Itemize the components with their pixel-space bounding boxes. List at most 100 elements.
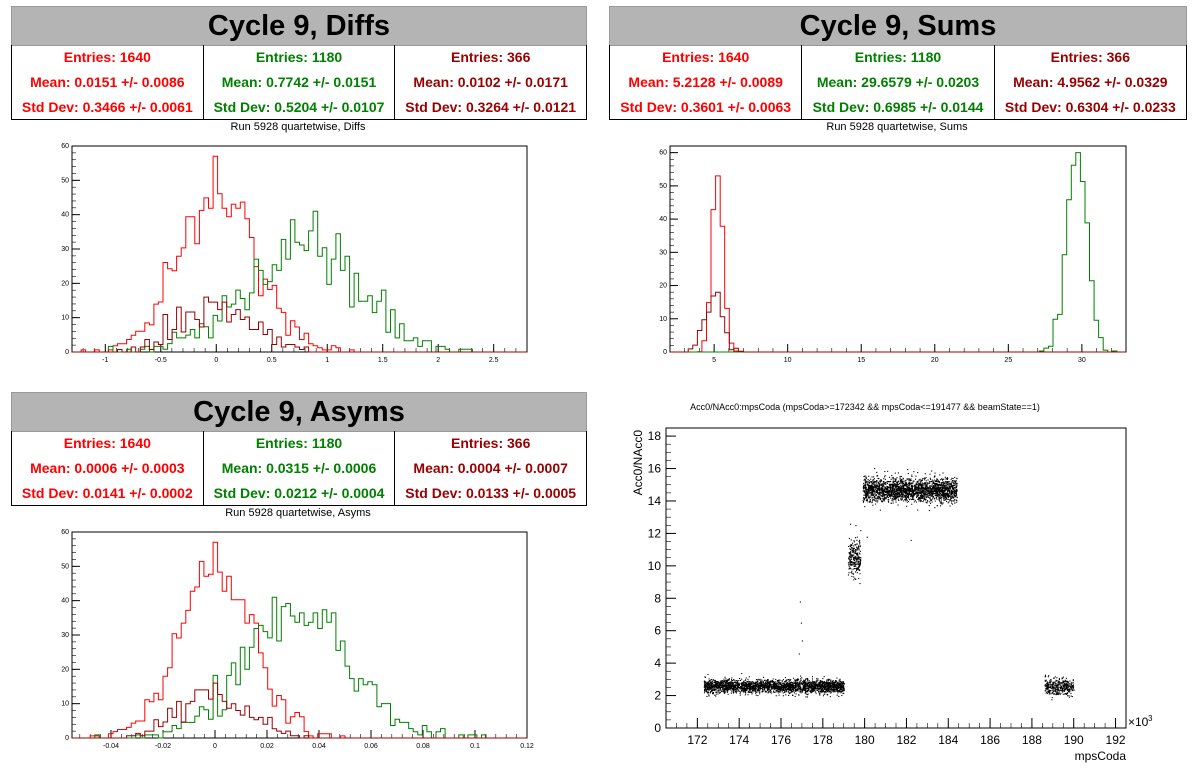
stat-mean: Mean: 5.2128 +/- 0.0089 (628, 74, 783, 90)
stat-entries: Entries: 1640 (662, 49, 750, 65)
scatter-point (798, 653, 800, 655)
stat-mean: Mean: 0.0102 +/- 0.0171 (413, 74, 568, 90)
asyms-subtitle: Run 5928 quartetwise, Asyms (225, 507, 371, 519)
y-tick-label: 0 (65, 735, 69, 742)
y-tick-label: 30 (61, 246, 69, 253)
scatter-points (703, 468, 1075, 701)
x-tick-label: 174 (729, 733, 749, 747)
y-tick-label: 60 (61, 143, 69, 150)
y-tick-label: 60 (659, 150, 667, 157)
sums-histogram: 0 10 20 30 40 50 60 5 10 15 20 25 30 (659, 145, 1127, 364)
y-tick-label: 20 (659, 283, 667, 290)
histogram-series-1 (670, 152, 1126, 353)
y-tick-label: 10 (648, 559, 662, 573)
x-tick-label: -0.5 (155, 357, 167, 364)
stat-std: Std Dev: 0.0141 +/- 0.0002 (21, 485, 193, 501)
x-tick-label: 192 (1106, 733, 1126, 747)
sums-title: Cycle 9, Sums (609, 6, 1187, 46)
scatter-cluster-3 (1044, 674, 1075, 701)
y-tick-label: 60 (61, 529, 69, 536)
scatter-cluster-1 (847, 525, 862, 585)
x-axis-exponent: ×10 (1128, 715, 1149, 729)
y-tick-label: 14 (648, 494, 662, 508)
x-tick-label: 190 (1064, 733, 1084, 747)
asyms-stats-red: Entries: 1640 Mean: 0.0006 +/- 0.0003 St… (12, 431, 204, 505)
x-tick-label: 1.5 (378, 357, 388, 364)
x-tick-label: 5 (712, 357, 716, 364)
y-tick-label: 8 (654, 591, 661, 605)
plot-frame (71, 531, 528, 739)
x-tick-label: 20 (931, 357, 939, 364)
histogram-series-1 (72, 596, 527, 739)
plot-frame (669, 145, 1127, 353)
histogram-series-0 (670, 175, 1126, 353)
stat-std: Std Dev: 0.6985 +/- 0.0144 (812, 99, 984, 115)
y-axis-label: Acc0/NAcc0 (631, 430, 645, 496)
y-tick-label: 0 (663, 349, 667, 356)
x-tick-label: 172 (687, 733, 707, 747)
stat-entries: Entries: 1640 (63, 435, 151, 451)
asyms-histogram: 0 10 20 30 40 50 60 -0.04 -0.02 0 0.02 0.04 0.06 0.08… (61, 529, 534, 750)
stat-mean: Mean: 0.0151 +/- 0.0086 (30, 74, 185, 90)
x-tick-label: 0.02 (260, 743, 274, 750)
x-tick-label: 0.04 (312, 743, 326, 750)
diffs-title: Cycle 9, Diffs (11, 6, 587, 46)
sums-stats-green: Entries: 1180 Mean: 29.6579 +/- 0.0203 S… (802, 45, 995, 119)
x-tick-label: -0.04 (103, 743, 119, 750)
y-tick-label: 12 (648, 526, 662, 540)
x-tick-label: 180 (855, 733, 875, 747)
y-tick-label: 40 (659, 216, 667, 223)
histogram-series-0 (72, 541, 527, 739)
stat-std: Std Dev: 0.6304 +/- 0.0233 (1004, 99, 1176, 115)
asyms-stats-darkred: Entries: 366 Mean: 0.0004 +/- 0.0007 Std… (395, 431, 586, 505)
x-tick-label: 2 (436, 357, 440, 364)
x-axis-label: mpsCoda (1075, 749, 1127, 763)
histogram-series-2 (72, 682, 527, 739)
stat-mean: Mean: 29.6579 +/- 0.0203 (816, 74, 980, 90)
stat-entries: Entries: 366 (450, 49, 531, 65)
y-tick-label: 16 (648, 462, 662, 476)
y-tick-label: 40 (61, 598, 69, 605)
y-tick-label: 20 (61, 666, 69, 673)
x-tick-label: 0 (214, 357, 218, 364)
diffs-stats-red: Entries: 1640 Mean: 0.0151 +/- 0.0086 St… (12, 45, 204, 119)
stat-std: Std Dev: 0.3466 +/- 0.0061 (21, 99, 193, 115)
x-tick-label: -0.02 (155, 743, 171, 750)
diffs-stats-box: Entries: 1640 Mean: 0.0151 +/- 0.0086 St… (11, 45, 587, 120)
x-axis-exponent-power: 3 (1148, 714, 1153, 723)
stat-entries: Entries: 366 (450, 435, 531, 451)
stat-std: Std Dev: 0.3601 +/- 0.0063 (620, 99, 792, 115)
stat-std: Std Dev: 0.3264 +/- 0.0121 (405, 99, 577, 115)
y-tick-label: 40 (61, 212, 69, 219)
stat-entries: Entries: 1180 (854, 49, 942, 65)
y-tick-label: 50 (61, 563, 69, 570)
x-tick-label: 1 (325, 357, 329, 364)
scatter-point (799, 601, 801, 603)
scatter-point (800, 622, 802, 624)
asyms-stats-box: Entries: 1640 Mean: 0.0006 +/- 0.0003 St… (11, 431, 587, 506)
stat-entries: Entries: 1640 (63, 49, 151, 65)
histogram-series-0 (72, 155, 527, 353)
scatter-plot: 0 2 4 6 8 10 12 14 16 18 172 174 176 178 180 182 184 186 1… (631, 427, 1153, 763)
y-tick-label: 50 (659, 183, 667, 190)
stat-std: Std Dev: 0.0133 +/- 0.0005 (405, 485, 577, 501)
x-tick-label: 15 (857, 357, 865, 364)
y-tick-label: 10 (659, 316, 667, 323)
stat-mean: Mean: 0.0004 +/- 0.0007 (413, 460, 568, 476)
scatter-cluster-0 (703, 673, 845, 698)
x-tick-label: 186 (980, 733, 1000, 747)
sums-stats-red: Entries: 1640 Mean: 5.2128 +/- 0.0089 St… (610, 45, 803, 119)
stat-std: Std Dev: 0.0212 +/- 0.0004 (213, 485, 385, 501)
x-tick-label: 188 (1022, 733, 1042, 747)
stat-std: Std Dev: 0.5204 +/- 0.0107 (213, 99, 385, 115)
x-tick-label: 0.5 (267, 357, 277, 364)
scatter-title: Acc0/NAcc0:mpsCoda (mpsCoda>=172342 && m… (690, 402, 1040, 412)
y-tick-label: 6 (654, 624, 661, 638)
sums-stats-box: Entries: 1640 Mean: 5.2128 +/- 0.0089 St… (609, 45, 1187, 120)
x-tick-label: 184 (938, 733, 958, 747)
y-tick-label: 50 (61, 177, 69, 184)
scatter-point (910, 539, 912, 541)
x-tick-label: 0.1 (470, 743, 480, 750)
stat-mean: Mean: 0.7742 +/- 0.0151 (221, 74, 377, 90)
diffs-histogram: 0 10 20 30 40 50 60 -1 -0.5 0 0.5 1 1.5 2 2.5 (61, 143, 528, 364)
